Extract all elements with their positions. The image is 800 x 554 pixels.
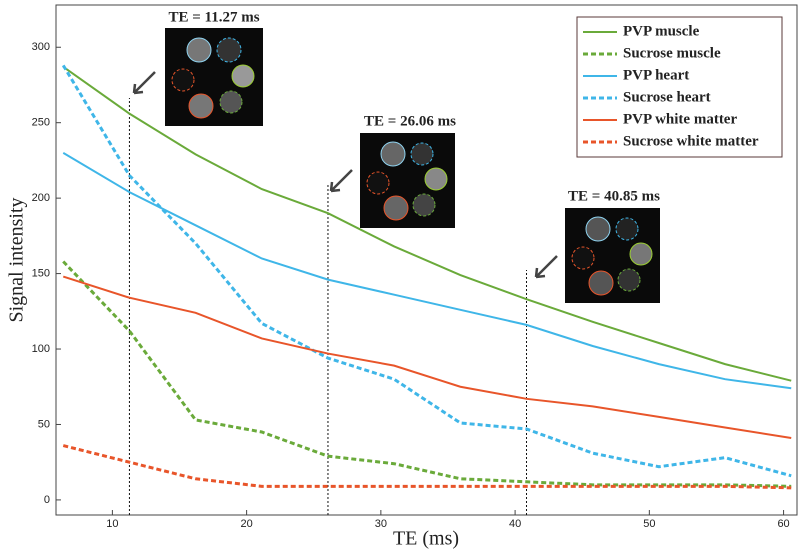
- y-tick-label: 150: [32, 267, 50, 279]
- y-tick-label: 100: [32, 343, 50, 355]
- y-tick-label: 250: [32, 117, 50, 129]
- x-tick-label: 60: [777, 518, 789, 530]
- series-line: [62, 152, 792, 390]
- y-tick-label: 300: [32, 41, 50, 53]
- series-line: [62, 66, 792, 382]
- inset-image: [565, 208, 660, 303]
- series-line: [62, 275, 792, 440]
- legend-label: Sucrose muscle: [623, 45, 721, 61]
- legend-label: Sucrose heart: [623, 89, 711, 105]
- legend-label: PVP white matter: [623, 111, 737, 127]
- annotation-label: TE = 40.85 ms: [568, 188, 660, 204]
- legend-label: Sucrose white matter: [623, 133, 759, 149]
- x-tick-label: 30: [375, 518, 387, 530]
- inset-image: [165, 28, 263, 126]
- legend-label: PVP heart: [623, 67, 689, 83]
- insets: [132, 28, 660, 303]
- y-tick-label: 50: [38, 418, 50, 430]
- y-tick-label: 200: [32, 192, 50, 204]
- x-tick-label: 40: [509, 518, 521, 530]
- annotation-label: TE = 26.06 ms: [364, 113, 456, 129]
- legend-box: [576, 16, 783, 158]
- annotation-label: TE = 11.27 ms: [168, 9, 259, 25]
- y-tick-label: 0: [44, 494, 50, 506]
- inset-image: [360, 133, 455, 228]
- x-axis-label: TE (ms): [393, 528, 459, 550]
- x-tick-label: 10: [106, 518, 118, 530]
- series-line: [62, 260, 792, 488]
- legend-label: PVP muscle: [623, 23, 700, 39]
- x-tick-label: 50: [643, 518, 655, 530]
- arrows: [132, 71, 558, 279]
- x-tick-label: 20: [240, 518, 252, 530]
- y-axis-label: Signal intensity: [6, 198, 28, 323]
- series-line: [62, 444, 792, 490]
- plot-frame: [55, 4, 798, 516]
